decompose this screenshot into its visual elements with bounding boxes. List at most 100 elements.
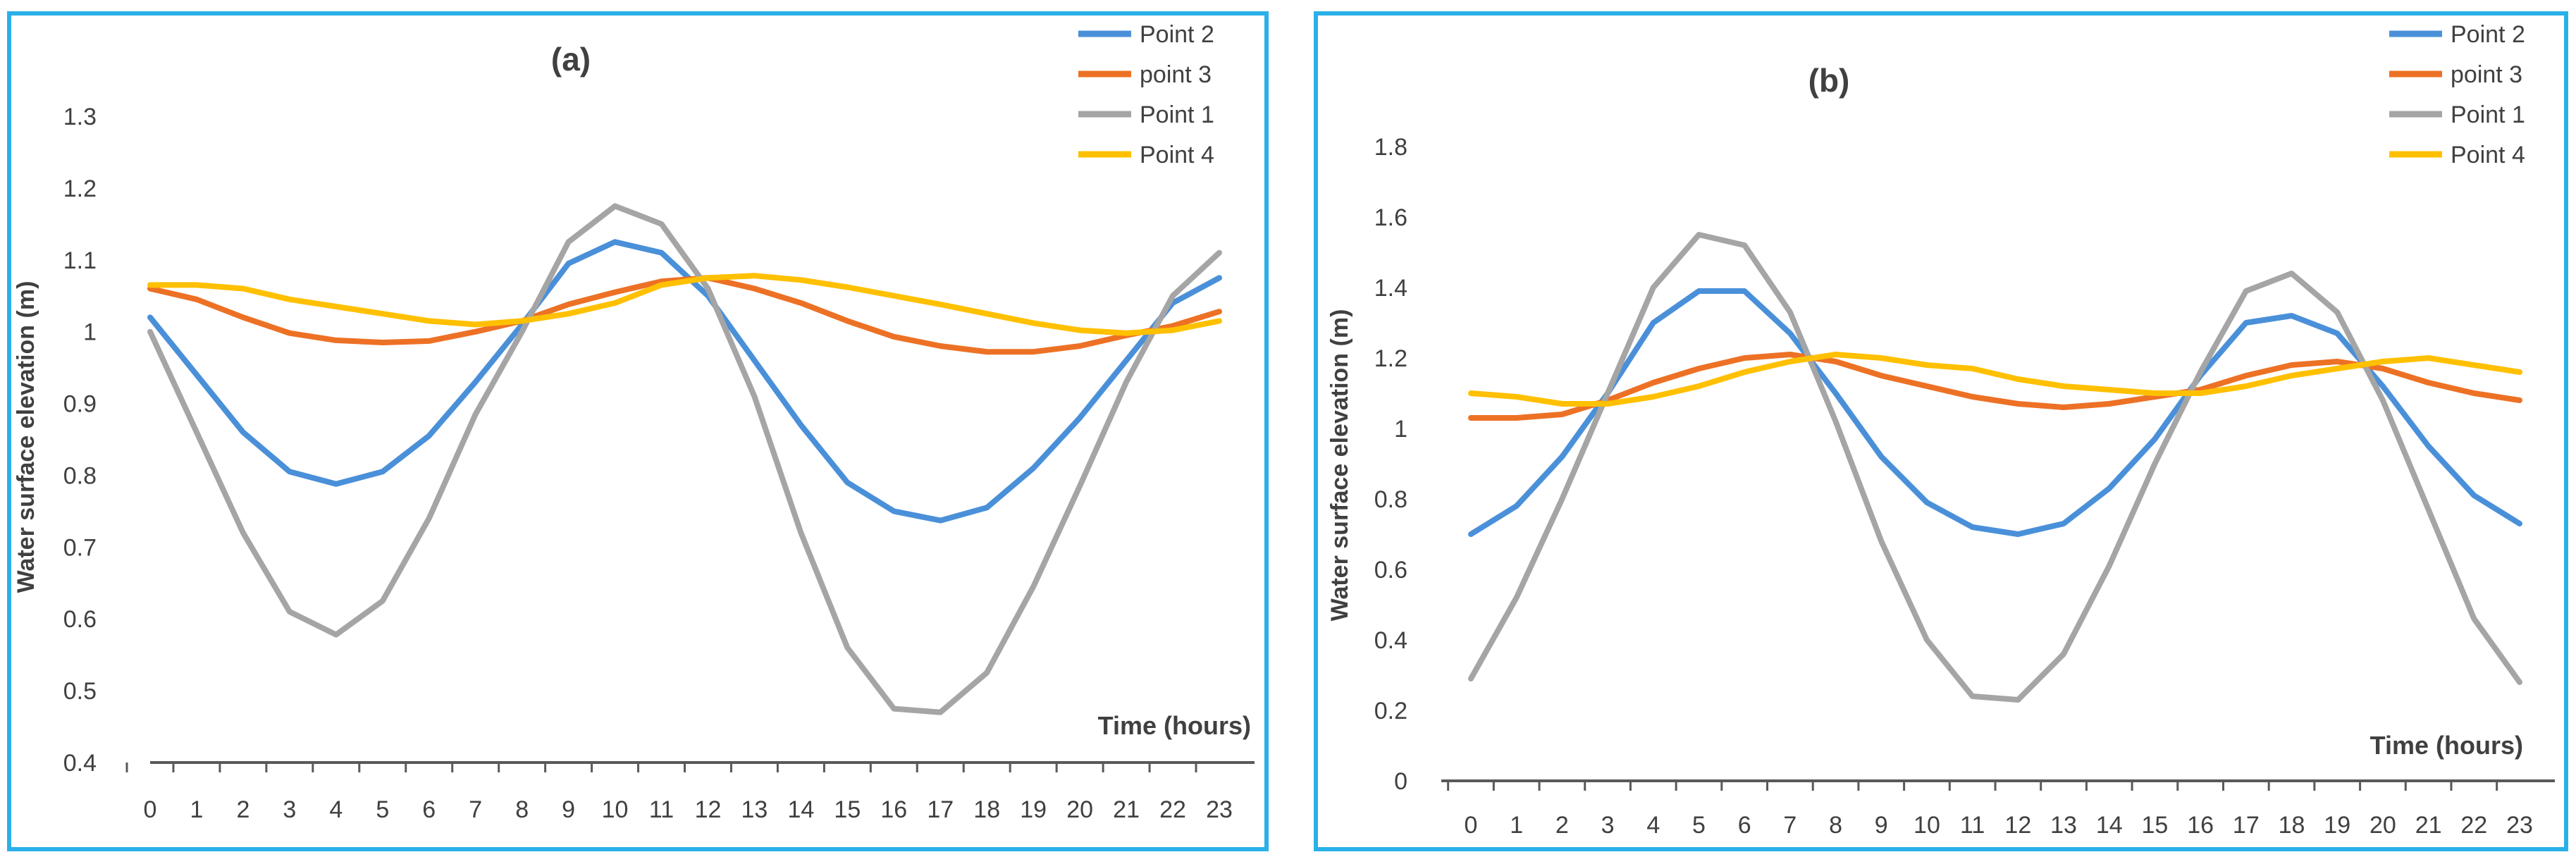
x-tick-label: 18 bbox=[2279, 812, 2305, 839]
data-point bbox=[751, 357, 757, 363]
x-tick-label: 14 bbox=[2096, 812, 2123, 839]
data-point bbox=[612, 290, 618, 295]
data-point bbox=[519, 318, 525, 323]
data-point bbox=[380, 469, 386, 474]
data-point bbox=[473, 329, 479, 335]
data-point bbox=[2198, 390, 2203, 396]
x-tick-label: 17 bbox=[2233, 812, 2260, 839]
data-point bbox=[2334, 331, 2340, 336]
data-point bbox=[1742, 369, 1747, 375]
data-point bbox=[2061, 651, 2066, 657]
x-tick-label: 15 bbox=[2142, 812, 2169, 839]
chart-panel-b bbox=[1314, 11, 2568, 851]
x-tick-label: 14 bbox=[787, 796, 814, 823]
chart-title: (b) bbox=[1808, 62, 1850, 99]
data-point bbox=[426, 338, 432, 344]
x-tick-label: 10 bbox=[602, 796, 629, 823]
data-point bbox=[2471, 616, 2477, 622]
y-tick-label: 0.5 bbox=[63, 678, 97, 705]
series-line-point-4 bbox=[1468, 352, 2522, 407]
x-tick-label: 1 bbox=[1510, 812, 1523, 839]
y-tick-label: 1.1 bbox=[63, 247, 97, 274]
y-tick-label: 0.2 bbox=[1374, 698, 1407, 724]
data-point bbox=[1878, 355, 1884, 361]
x-tick-label: 19 bbox=[2324, 812, 2350, 839]
data-point bbox=[1077, 483, 1083, 489]
data-point bbox=[287, 297, 292, 302]
series-line-point-1 bbox=[1468, 232, 2522, 703]
data-point bbox=[1833, 390, 1839, 396]
data-point bbox=[1970, 524, 1976, 530]
x-tick-label: 7 bbox=[469, 796, 482, 823]
data-point bbox=[2198, 369, 2203, 375]
data-point bbox=[1468, 676, 1474, 681]
data-point bbox=[1651, 394, 1656, 400]
data-point bbox=[891, 334, 896, 340]
data-point bbox=[2015, 697, 2021, 703]
data-point bbox=[659, 250, 665, 256]
data-point bbox=[240, 429, 246, 435]
data-point bbox=[1468, 415, 1474, 421]
data-point bbox=[2334, 359, 2340, 364]
data-point bbox=[1878, 538, 1884, 544]
data-point bbox=[333, 304, 339, 309]
x-tick-label: 16 bbox=[880, 796, 907, 823]
data-point bbox=[2243, 383, 2249, 389]
data-point bbox=[473, 379, 479, 385]
data-point bbox=[612, 203, 618, 209]
x-tick-label: 3 bbox=[283, 796, 296, 823]
y-tick-label: 1.2 bbox=[1374, 345, 1407, 372]
x-axis-label: Time (hours) bbox=[1098, 711, 1251, 740]
data-point bbox=[2380, 383, 2386, 389]
data-point bbox=[891, 508, 896, 514]
data-point bbox=[380, 598, 386, 604]
data-point bbox=[566, 239, 572, 245]
data-point bbox=[566, 302, 572, 307]
data-point bbox=[1077, 415, 1083, 421]
data-point bbox=[2517, 369, 2522, 375]
y-tick-label: 1.2 bbox=[63, 175, 97, 202]
x-tick-label: 2 bbox=[236, 796, 249, 823]
x-tick-label: 1 bbox=[190, 796, 203, 823]
series-line-point-3 bbox=[147, 275, 1222, 355]
data-point bbox=[2015, 376, 2021, 382]
data-point bbox=[984, 505, 990, 510]
data-point bbox=[1696, 288, 1702, 294]
data-point bbox=[426, 516, 432, 522]
data-point bbox=[705, 286, 711, 292]
data-point bbox=[1605, 401, 1610, 407]
data-point bbox=[566, 311, 572, 316]
y-tick-label: 0.4 bbox=[63, 750, 97, 777]
data-point bbox=[1651, 285, 1656, 290]
data-point bbox=[2289, 362, 2295, 368]
x-tick-label: 12 bbox=[2004, 812, 2031, 839]
x-tick-label: 7 bbox=[1783, 812, 1797, 839]
series-line-point-1 bbox=[147, 203, 1222, 715]
data-point bbox=[380, 340, 386, 345]
data-point bbox=[2426, 507, 2432, 512]
data-point bbox=[1030, 349, 1036, 354]
data-point bbox=[194, 429, 199, 435]
data-point bbox=[426, 318, 432, 323]
data-point bbox=[519, 329, 525, 335]
data-point bbox=[2380, 397, 2386, 403]
y-tick-label: 0.6 bbox=[63, 606, 97, 633]
data-point bbox=[333, 338, 339, 343]
data-point bbox=[194, 297, 199, 302]
series-line-point-2 bbox=[1468, 288, 2522, 537]
y-tick-label: 1.6 bbox=[1374, 204, 1407, 231]
data-point bbox=[1696, 383, 1702, 389]
legend-label: Point 4 bbox=[1140, 142, 1214, 168]
data-point bbox=[984, 311, 990, 316]
data-point bbox=[2289, 271, 2295, 276]
data-point bbox=[2289, 313, 2295, 319]
data-point bbox=[1787, 309, 1793, 315]
x-tick-label: 5 bbox=[376, 796, 389, 823]
y-tick-label: 1.4 bbox=[1374, 275, 1407, 302]
data-point bbox=[1878, 373, 1884, 378]
data-point bbox=[473, 322, 479, 328]
x-tick-label: 23 bbox=[1206, 796, 1233, 823]
data-point bbox=[1030, 465, 1036, 471]
legend-label: Point 1 bbox=[2451, 101, 2525, 128]
x-tick-label: 23 bbox=[2506, 812, 2533, 839]
